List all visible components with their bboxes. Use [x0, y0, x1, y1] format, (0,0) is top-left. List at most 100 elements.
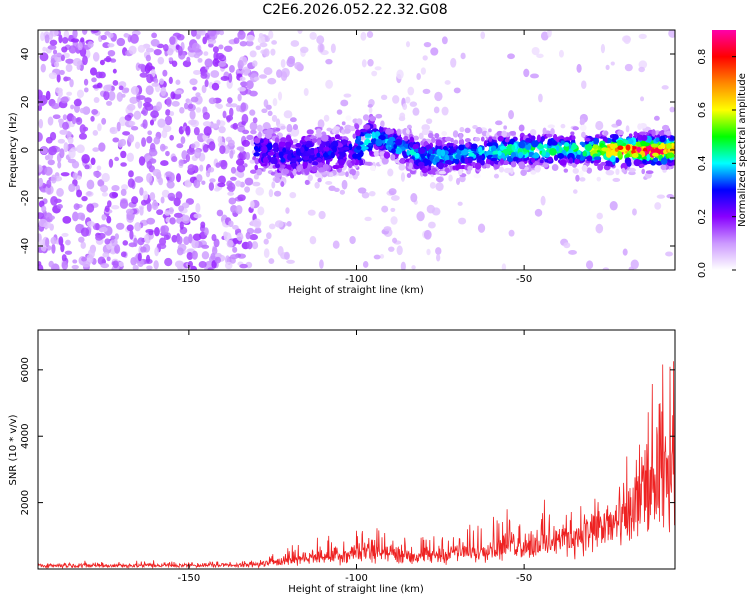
heatmap-cell: [232, 246, 238, 253]
heatmap-cell: [636, 146, 642, 153]
heatmap-cell: [416, 211, 425, 222]
heatmap-cell: [460, 52, 466, 60]
heatmap-cell: [668, 30, 675, 38]
heatmap-cell: [54, 61, 60, 68]
heatmap-cell: [241, 139, 251, 147]
heatmap-cell: [392, 237, 398, 244]
heatmap-cell: [195, 107, 202, 113]
heatmap-cell: [100, 34, 107, 41]
heatmap-cell: [40, 63, 46, 73]
heatmap-cell: [551, 164, 559, 172]
heatmap-cell: [334, 134, 341, 140]
heatmap-cell: [108, 90, 116, 101]
heatmap-cell: [540, 31, 549, 41]
heatmap-cell: [194, 148, 202, 159]
heatmap-cell: [189, 110, 196, 120]
heatmap-cell: [139, 72, 148, 78]
heatmap-cell: [444, 136, 453, 142]
heatmap-cell: [239, 40, 248, 47]
spectrogram-x-ticks: -150 -100 -50: [178, 30, 532, 285]
heatmap-cell: [265, 104, 272, 110]
heatmap-cell: [107, 32, 114, 39]
heatmap-cell: [280, 137, 287, 143]
heatmap-cell: [190, 143, 196, 149]
heatmap-cell: [127, 178, 135, 188]
heatmap-cell: [150, 39, 160, 47]
heatmap-cell: [108, 158, 114, 168]
heatmap-cell: [140, 246, 147, 253]
heatmap-cell: [407, 86, 415, 96]
spectrogram-y-ticks: -40 -20 0 20 40: [20, 48, 675, 254]
heatmap-cell: [430, 47, 439, 56]
heatmap-cell: [428, 149, 433, 155]
heatmap-cell: [134, 176, 144, 183]
heatmap-cell: [267, 77, 277, 85]
heatmap-cell: [390, 207, 396, 212]
heatmap-cell: [42, 46, 47, 52]
heatmap-cell: [464, 127, 471, 134]
heatmap-cell: [152, 168, 161, 177]
heatmap-cell: [352, 133, 357, 139]
heatmap-cell: [294, 61, 303, 70]
heatmap-cell: [239, 263, 248, 269]
heatmap-cell: [136, 95, 146, 101]
heatmap-cell: [38, 132, 43, 142]
heatmap-cell: [348, 143, 353, 151]
heatmap-cell: [450, 137, 454, 143]
heatmap-cell: [156, 101, 163, 111]
heatmap-cell: [278, 140, 286, 147]
heatmap-cell: [105, 55, 112, 63]
heatmap-cell: [536, 134, 541, 143]
heatmap-cell: [137, 237, 145, 246]
heatmap-cell: [57, 161, 62, 169]
heatmap-cell: [169, 36, 176, 45]
heatmap-cell: [268, 189, 274, 198]
heatmap-cell: [60, 243, 65, 253]
heatmap-cell: [369, 124, 374, 129]
heatmap-cell: [40, 146, 48, 155]
heatmap-cell: [266, 128, 274, 135]
heatmap-cell: [534, 208, 543, 217]
heatmap-cell: [76, 144, 85, 154]
heatmap-cell: [272, 147, 279, 152]
heatmap-cell: [362, 261, 369, 268]
heatmap-cell: [280, 71, 288, 82]
heatmap-cell: [86, 179, 95, 190]
heatmap-cell: [388, 136, 396, 142]
heatmap-cell: [659, 135, 666, 143]
heatmap-cell: [270, 171, 276, 176]
snr-xlabel: Height of straight line (km): [288, 584, 424, 595]
heatmap-cell: [244, 186, 251, 193]
x-tick-label: -150: [178, 274, 201, 285]
heatmap-cell: [99, 59, 105, 66]
heatmap-cell: [388, 246, 395, 252]
heatmap-cell: [603, 130, 609, 136]
heatmap-cell: [249, 50, 257, 58]
heatmap-cell: [116, 91, 123, 102]
heatmap-cell: [307, 209, 316, 216]
heatmap-cell: [299, 46, 309, 54]
heatmap-cell: [64, 250, 73, 255]
heatmap-cell: [118, 116, 127, 127]
heatmap-cell: [220, 76, 230, 81]
heatmap-cell: [237, 59, 244, 70]
heatmap-cell: [616, 139, 624, 146]
heatmap-cell: [103, 90, 110, 101]
heatmap-cell: [202, 144, 209, 153]
heatmap-cell: [332, 145, 337, 153]
heatmap-cell: [267, 110, 273, 117]
heatmap-cell: [159, 143, 166, 152]
heatmap-cell: [274, 177, 281, 184]
heatmap-cell: [120, 150, 127, 159]
heatmap-cell: [485, 162, 491, 169]
heatmap-cell: [188, 119, 197, 126]
heatmap-cell: [171, 234, 178, 243]
heatmap-cell: [57, 118, 64, 124]
heatmap-cell: [409, 101, 418, 107]
heatmap-cell: [453, 139, 459, 145]
heatmap-cell: [254, 157, 260, 165]
heatmap-cell: [441, 149, 446, 157]
heatmap-cell: [80, 241, 86, 249]
heatmap-cell: [280, 125, 286, 130]
heatmap-cell: [126, 224, 134, 232]
